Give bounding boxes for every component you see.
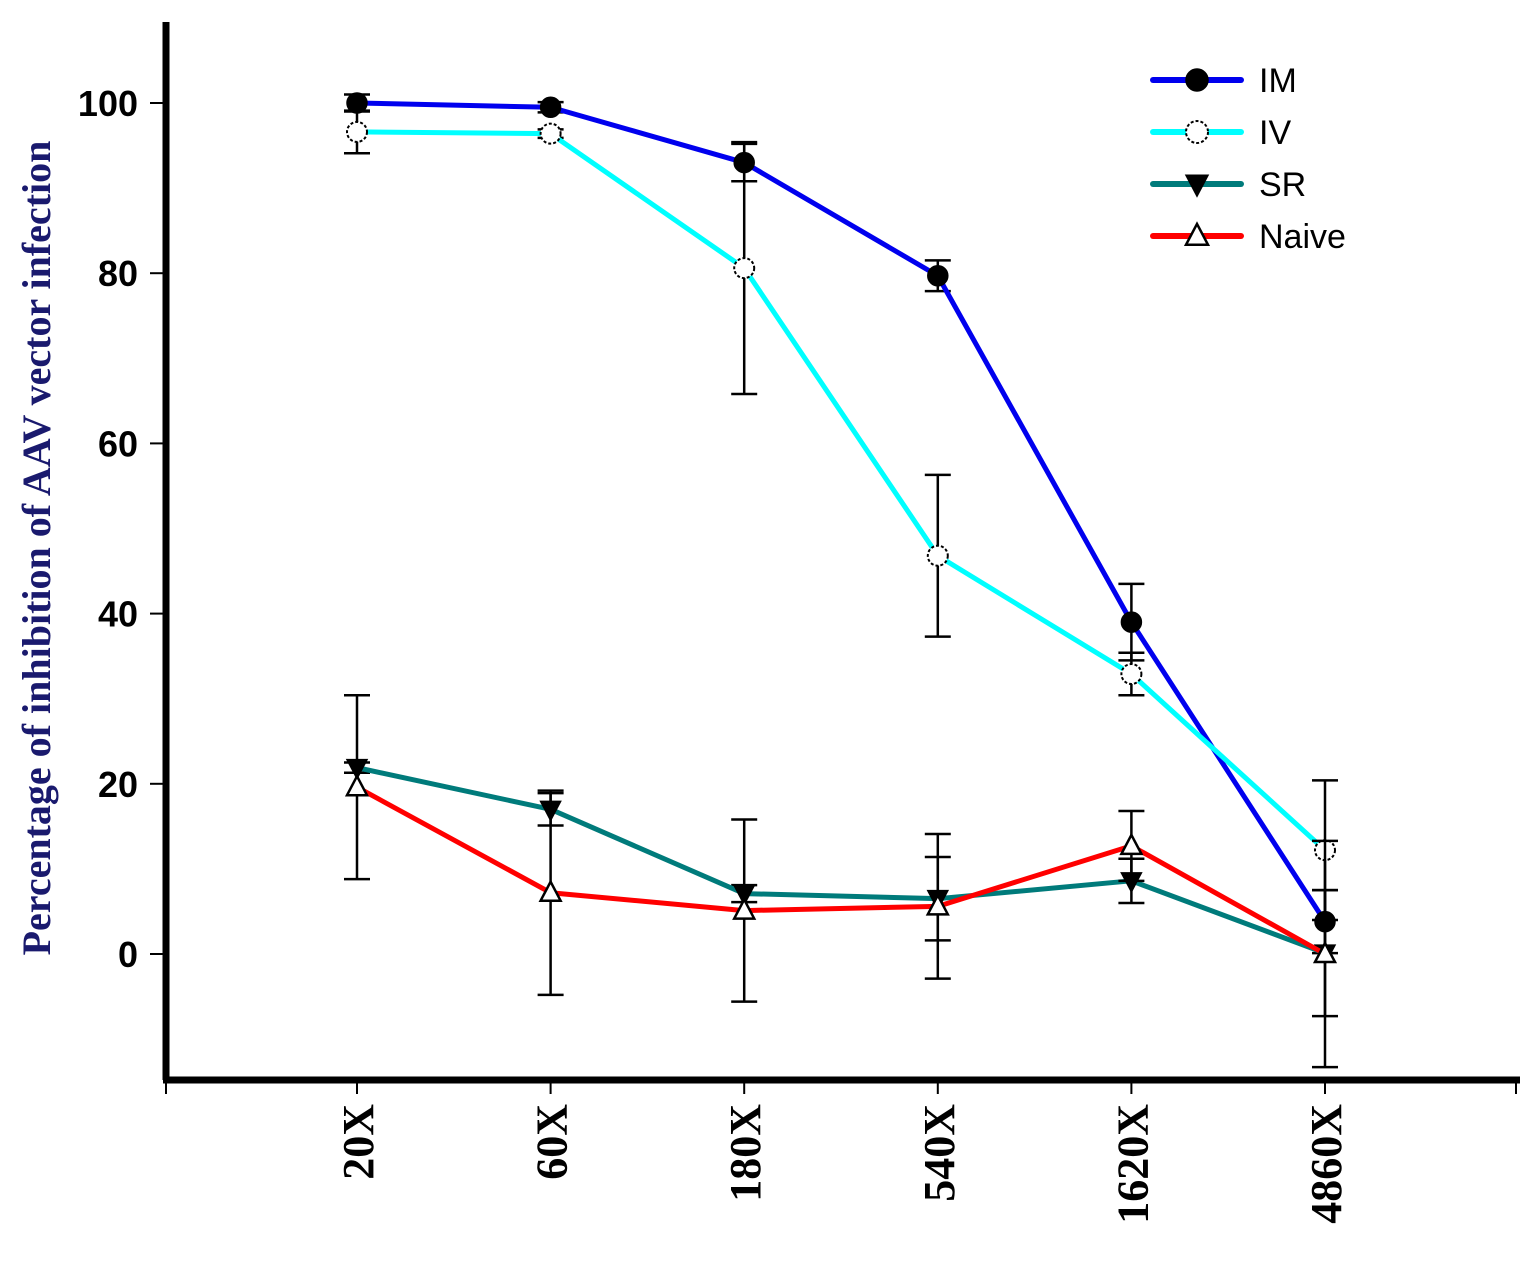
legend-marker-icon: [1185, 120, 1209, 144]
data-point: [733, 257, 756, 280]
series-layer: [344, 92, 1338, 1069]
axes: 0 20 40 60 80 100 20X 60X 180X 540X 1620X 4860X: [78, 22, 1520, 1224]
legend-item-naive: Naive: [1150, 218, 1346, 256]
series-line: [356, 765, 1326, 956]
data-point: [925, 892, 950, 916]
x-tick-label: 540X: [915, 1104, 964, 1202]
legend-item-iv: IV: [1150, 114, 1291, 152]
series-naive: [344, 694, 1338, 1069]
data-point: [346, 120, 368, 143]
y-tick-label: 40: [98, 594, 138, 635]
x-tick-label: 60X: [528, 1104, 577, 1180]
legend-marker-icon: [1185, 68, 1209, 92]
y-tick-label: 80: [98, 253, 138, 294]
legend: IM IV SR Naive: [1150, 62, 1346, 256]
data-point: [539, 96, 562, 119]
data-point: [732, 896, 757, 920]
legend-marker-icon: [1183, 221, 1211, 247]
y-axis-label: Percentage of inhibition of AAV vector i…: [14, 141, 59, 956]
series-sr: [344, 758, 1338, 1018]
legend-label: Naive: [1259, 218, 1346, 256]
y-tick-label: 20: [98, 764, 138, 805]
data-point: [1120, 611, 1143, 633]
x-tick-label: 1620X: [1108, 1104, 1157, 1224]
series-line: [355, 785, 1327, 957]
data-point: [1119, 832, 1144, 856]
x-tick-label: 4860X: [1302, 1104, 1351, 1224]
data-point: [538, 879, 563, 902]
data-point: [927, 265, 949, 287]
y-tick-label: 0: [118, 934, 138, 975]
data-point: [1312, 940, 1338, 964]
series-line: [356, 129, 1327, 853]
legend-label: IM: [1259, 62, 1297, 100]
legend-marker-icon: [1184, 174, 1210, 198]
legend-item-im: IM: [1150, 62, 1297, 100]
x-tick-label: 180X: [721, 1104, 770, 1202]
legend-item-sr: SR: [1150, 166, 1306, 204]
x-tick-label: 20X: [334, 1104, 383, 1180]
data-point: [926, 544, 949, 567]
legend-label: IV: [1259, 114, 1291, 152]
y-tick-label: 60: [98, 423, 138, 464]
series-line: [356, 100, 1328, 924]
series-im: [344, 92, 1338, 955]
y-tick-label: 100: [78, 83, 138, 124]
data-point: [539, 122, 562, 145]
data-point: [344, 773, 370, 797]
legend-label: SR: [1259, 166, 1306, 204]
data-point: [1120, 663, 1143, 686]
